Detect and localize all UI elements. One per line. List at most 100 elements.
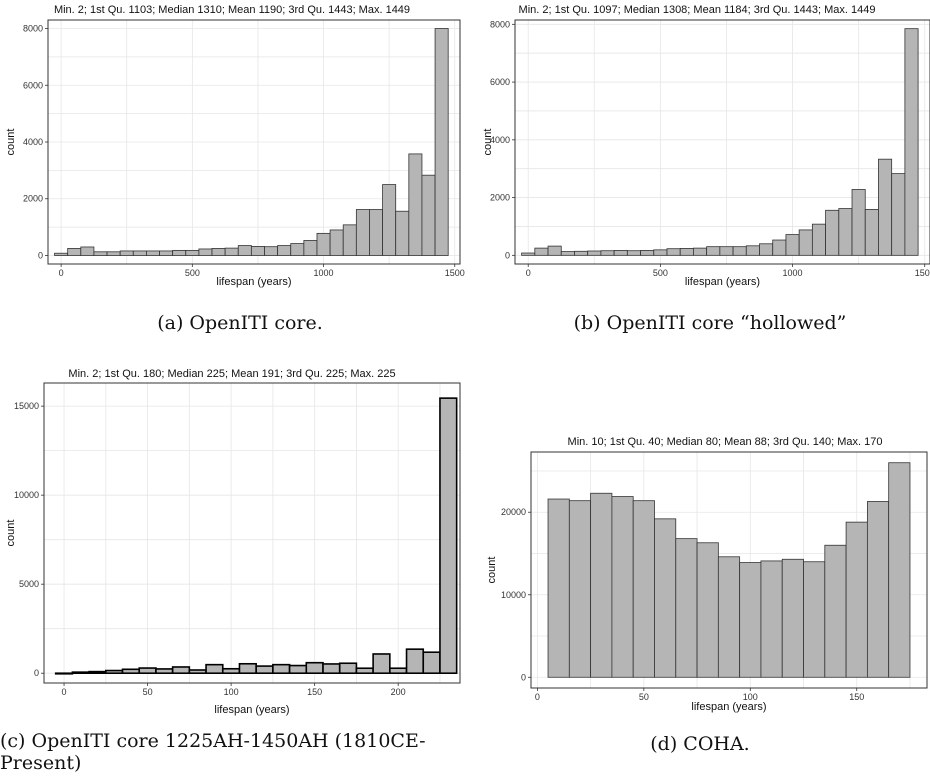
histogram-panel-a: Min. 2; 1st Qu. 1103; Median 1310; Mean …	[0, 0, 465, 290]
histogram-bar	[547, 245, 562, 256]
histogram-d: Min. 10; 1st Qu. 40; Median 80; Mean 88;…	[486, 436, 928, 713]
histogram-bar	[121, 668, 141, 675]
histogram-bar	[322, 663, 341, 675]
histogram-bar	[675, 538, 698, 678]
y-tick-label: 2000	[490, 193, 510, 203]
histogram-bar	[185, 249, 200, 256]
histogram-bar	[439, 397, 458, 675]
y-axis-label: count	[5, 129, 17, 156]
histogram-bar	[679, 248, 694, 256]
histogram-bar	[434, 28, 449, 256]
plot-frame	[43, 382, 461, 684]
histogram-bar	[316, 232, 331, 256]
histogram-bar	[211, 247, 226, 256]
x-tick-label: 150	[307, 687, 322, 697]
caption-d: (d) COHA.	[650, 733, 750, 755]
histogram-bar	[250, 246, 265, 256]
histogram-bar	[171, 666, 191, 675]
histogram-bar	[105, 669, 124, 675]
histogram-bar	[888, 462, 911, 678]
histogram-bar	[264, 246, 279, 256]
histogram-bar	[574, 250, 589, 256]
y-tick-label: 10000	[14, 490, 39, 500]
caption-c-line2: Present)	[0, 752, 82, 774]
y-tick-label: 2000	[23, 194, 43, 204]
caption-b: (b) OpenITI core “hollowed”	[573, 312, 847, 334]
histogram-bar	[277, 245, 292, 256]
histogram-b: Min. 2; 1st Qu. 1097; Median 1308; Mean …	[482, 4, 930, 288]
histogram-bar	[224, 247, 239, 256]
x-tick-label: 150	[849, 692, 864, 702]
histogram-bar	[547, 498, 570, 678]
histogram-bar	[188, 669, 207, 675]
histogram-bar	[422, 651, 441, 675]
histogram-bar	[811, 223, 826, 256]
caption-c: (c) OpenITI core 1225AH-1450AH (1810CE- …	[0, 730, 460, 774]
x-axis-label: lifespan (years)	[685, 276, 760, 288]
histogram-bar	[717, 556, 741, 678]
y-tick-label: 5000	[19, 579, 39, 589]
chart-title: Min. 2; 1st Qu. 1103; Median 1310; Mean …	[54, 4, 410, 16]
y-tick-label: 0	[38, 250, 43, 260]
histogram-bar	[590, 492, 613, 678]
histogram-bar	[80, 246, 95, 256]
histogram-bar	[198, 248, 213, 256]
histogram-bar	[613, 250, 628, 256]
y-tick-label: 0	[34, 668, 39, 678]
histogram-bar	[864, 209, 879, 256]
x-tick-label: 50	[639, 692, 649, 702]
x-axis-label: lifespan (years)	[691, 701, 766, 713]
histogram-bar	[146, 250, 160, 256]
y-axis-label: count	[482, 129, 494, 156]
histogram-bar	[534, 247, 549, 256]
histogram-panel-c: Min. 2; 1st Qu. 180; Median 225; Mean 19…	[0, 365, 465, 720]
histogram-bar	[119, 250, 134, 256]
y-tick-label: 0	[521, 672, 526, 682]
histogram-bar	[54, 252, 69, 256]
histogram-bar	[653, 249, 668, 256]
chart-title: Min. 10; 1st Qu. 40; Median 80; Mean 88;…	[568, 436, 883, 448]
histogram-bar	[785, 234, 800, 256]
y-tick-label: 15000	[14, 401, 39, 411]
histogram-bar	[739, 562, 762, 678]
x-tick-label: 0	[535, 692, 540, 702]
x-tick-label: 100	[743, 692, 758, 702]
histogram-bar	[408, 153, 423, 256]
histogram-bar	[172, 249, 187, 256]
x-tick-label: 200	[391, 687, 406, 697]
caption-a: (a) OpenITI core.	[157, 312, 323, 334]
histogram-bar	[803, 561, 826, 678]
histogram-panel-d: Min. 10; 1st Qu. 40; Median 80; Mean 88;…	[465, 430, 930, 720]
histogram-bar	[632, 500, 655, 678]
x-tick-label: 1000	[783, 268, 803, 278]
histogram-bar	[255, 665, 274, 675]
chart-title: Min. 2; 1st Qu. 180; Median 225; Mean 19…	[68, 368, 395, 380]
x-tick-label: 500	[185, 268, 200, 278]
histogram-bar	[71, 671, 90, 675]
histogram-bar	[155, 668, 174, 675]
histogram-bar	[824, 544, 847, 678]
histogram-bar	[369, 209, 383, 256]
histogram-bar	[106, 251, 121, 256]
plot-frame	[514, 19, 930, 265]
y-tick-label: 10000	[501, 590, 526, 600]
histogram-bar	[132, 250, 147, 256]
histogram-bar	[866, 501, 890, 678]
histogram-bar	[560, 251, 575, 256]
histogram-bar	[237, 245, 252, 256]
histogram-c: Min. 2; 1st Qu. 180; Median 225; Mean 19…	[5, 368, 461, 716]
histogram-bar	[825, 209, 840, 256]
x-tick-label: 1500	[915, 268, 930, 278]
chart-title: Min. 2; 1st Qu. 1097; Median 1308; Mean …	[519, 4, 876, 16]
y-tick-label: 0	[505, 250, 510, 260]
histogram-bar	[891, 173, 906, 256]
histogram-bar	[521, 252, 536, 256]
histogram-bar	[355, 209, 370, 256]
histogram-bar	[732, 246, 747, 256]
histogram-bar	[798, 229, 813, 256]
y-tick-label: 8000	[490, 19, 510, 29]
x-tick-label: 1500	[445, 268, 465, 278]
histogram-bar	[342, 224, 357, 256]
histogram-bar	[600, 250, 615, 256]
histogram-bar	[568, 500, 592, 678]
